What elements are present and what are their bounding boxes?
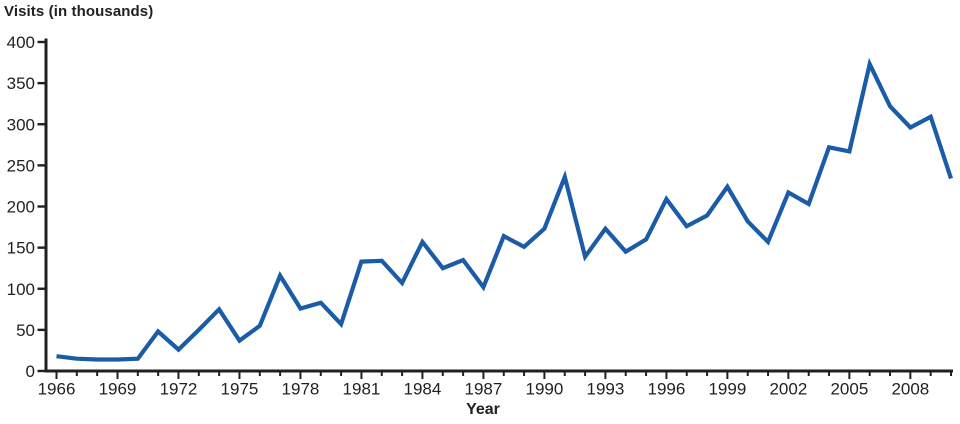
visits-line (56, 57, 953, 362)
x-tick-label: 1996 (647, 380, 685, 399)
x-tick-label: 1999 (708, 380, 746, 399)
y-tick-label: 100 (7, 280, 35, 299)
x-tick-label: 1978 (282, 380, 320, 399)
y-tick-label: 50 (16, 321, 35, 340)
y-tick-label: 400 (7, 33, 35, 52)
x-tick-label: 1975 (221, 380, 259, 399)
x-tick-label: 2002 (769, 380, 807, 399)
x-tick-label: 1990 (526, 380, 564, 399)
y-tick-label: 300 (7, 115, 35, 134)
x-tick-label: 1966 (38, 380, 76, 399)
x-tick-label: 1972 (160, 380, 198, 399)
y-tick-label: 0 (26, 362, 35, 381)
x-tick-label: 2005 (830, 380, 868, 399)
y-tick-label: 150 (7, 239, 35, 258)
y-tick-label: 200 (7, 198, 35, 217)
chart-title: Visits (in thousands) (4, 3, 154, 20)
x-tick-label: 1981 (343, 380, 381, 399)
x-tick-label: 1993 (586, 380, 624, 399)
y-tick-label: 350 (7, 74, 35, 93)
x-axis-title: Year (466, 401, 500, 418)
x-tick-label: 1984 (404, 380, 442, 399)
y-tick-label: 250 (7, 156, 35, 175)
x-tick-label: 2008 (891, 380, 929, 399)
x-tick-label: 1987 (465, 380, 503, 399)
x-tick-label: 1969 (99, 380, 137, 399)
